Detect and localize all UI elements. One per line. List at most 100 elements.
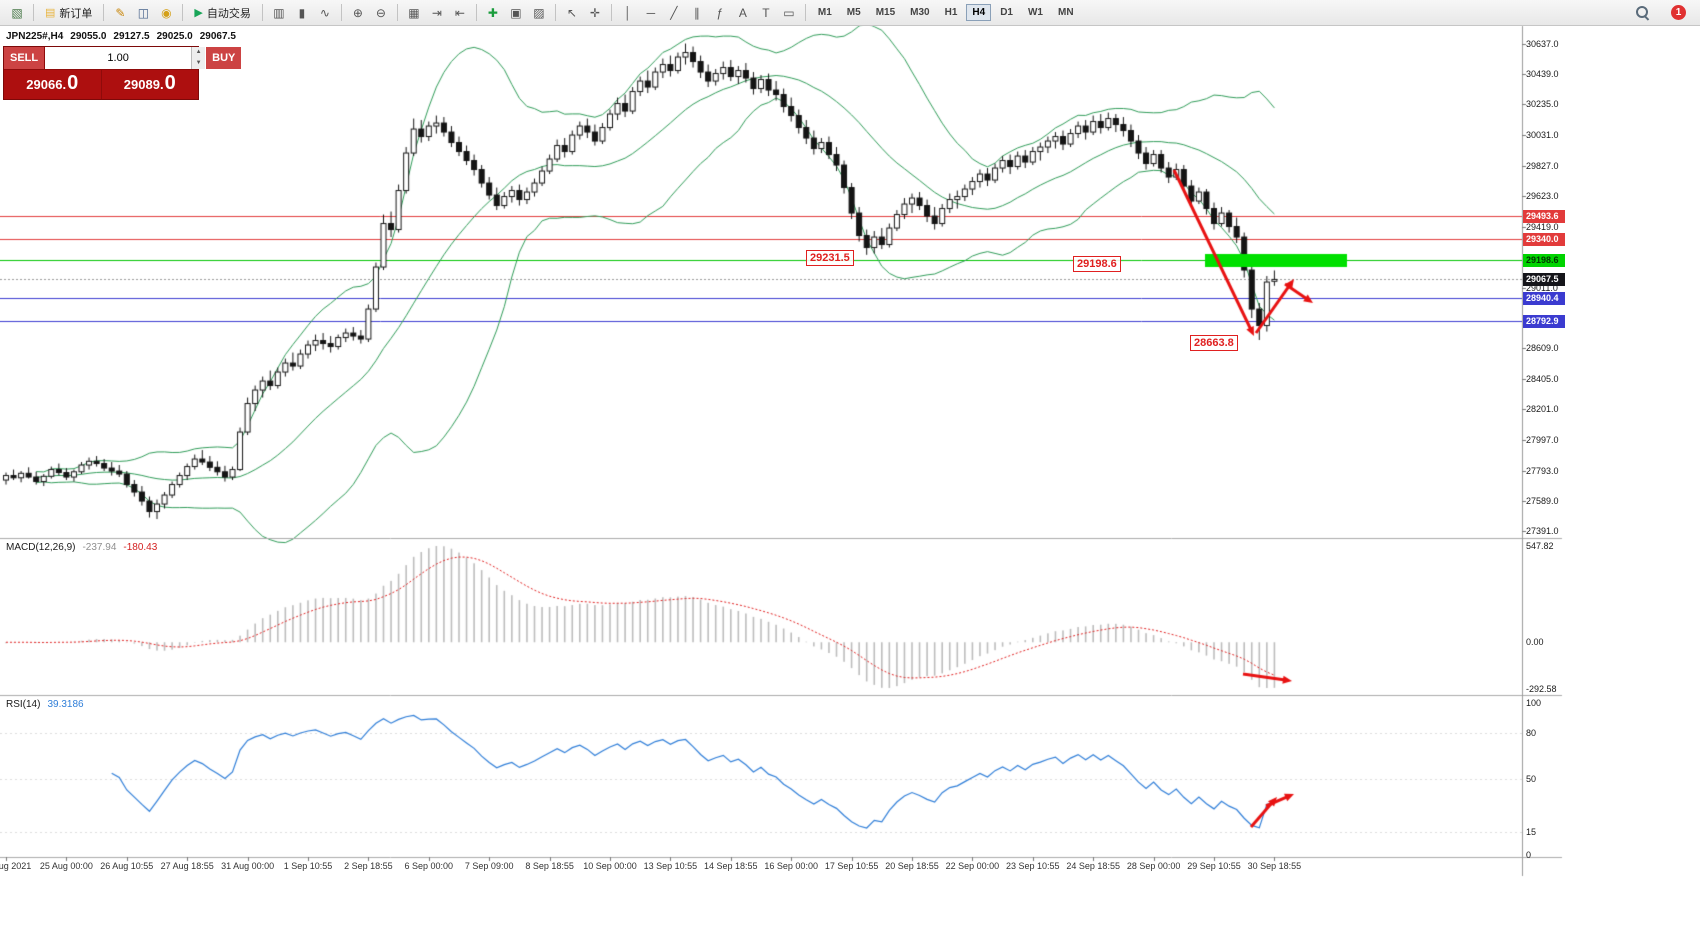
price-axis-label: 30439.0 xyxy=(1526,68,1559,79)
timeframe-m30[interactable]: M30 xyxy=(910,7,930,18)
rsi-value: 39.3186 xyxy=(47,699,84,710)
chart-symbol-period: JPN225#,H4 xyxy=(6,31,64,42)
time-axis-label: 1 Sep 10:55 xyxy=(283,861,333,871)
timeframe-mn[interactable]: MN xyxy=(1057,7,1074,18)
volume-up-arrow[interactable]: ▲ xyxy=(192,47,206,58)
zoom-in-icon[interactable]: ⊕ xyxy=(347,3,369,23)
buy-button[interactable]: BUY xyxy=(206,47,242,69)
macd-scale-label: -292.58 xyxy=(1526,684,1557,694)
buy-price[interactable]: 29089. 0 xyxy=(101,70,198,99)
toolbar-separator xyxy=(475,4,477,21)
macd-scale-label: 0.00 xyxy=(1526,637,1544,648)
label-icon[interactable]: T xyxy=(755,3,777,23)
chart-shift-icon[interactable]: ⇤ xyxy=(449,3,471,23)
chart-line-icon[interactable]: ∿ xyxy=(314,3,336,23)
time-axis-label: 14 Sep 18:55 xyxy=(704,861,758,871)
add-indicator-icon-glyph: ✚ xyxy=(487,5,498,20)
price-annotation[interactable]: 28663.8 xyxy=(1190,335,1238,351)
auto-trading-button[interactable]: ▶ 自动交易 xyxy=(188,3,256,23)
periods-icon[interactable]: ▣ xyxy=(505,3,527,23)
price-axis-label: 28609.0 xyxy=(1526,343,1559,354)
chart-open-value: 29055.0 xyxy=(70,31,107,42)
sell-button[interactable]: SELL xyxy=(4,47,45,69)
community-icon[interactable]: ◉ xyxy=(155,3,177,23)
toolbar-separator xyxy=(103,4,105,21)
chart-ohlc-header: JPN225#,H4 29055.0 29127.5 29025.0 29067… xyxy=(6,31,236,42)
text-icon[interactable]: A xyxy=(732,3,754,23)
time-axis-label: 29 Sep 10:55 xyxy=(1187,861,1241,871)
shapes-icon-glyph: ▭ xyxy=(783,5,795,20)
time-axis-label: 24 Sep 18:55 xyxy=(1066,861,1120,871)
search-icon[interactable] xyxy=(1636,6,1649,19)
notification-badge[interactable]: 1 xyxy=(1671,5,1686,20)
auto-scroll-icon[interactable]: ⇥ xyxy=(426,3,448,23)
zoom-out-icon[interactable]: ⊖ xyxy=(370,3,392,23)
volume-input[interactable] xyxy=(45,51,192,65)
rsi-scale-label: 15 xyxy=(1526,827,1537,838)
history-center-icon[interactable]: ◫ xyxy=(132,3,154,23)
price-axis-label: 29623.0 xyxy=(1526,191,1559,202)
price-axis-label: 28405.0 xyxy=(1526,373,1559,384)
timeframe-m15[interactable]: M15 xyxy=(875,7,896,18)
time-axis-label: 16 Sep 00:00 xyxy=(764,861,818,871)
timeframe-m5[interactable]: M5 xyxy=(846,7,861,18)
templates-icon[interactable]: ▨ xyxy=(528,3,550,23)
chart-high-value: 29127.5 xyxy=(113,31,150,42)
time-axis-label: 17 Sep 10:55 xyxy=(824,861,879,871)
chart-candles-icon[interactable]: ▮ xyxy=(291,3,313,23)
timeframe-m1[interactable]: M1 xyxy=(817,7,832,18)
trendline-icon-glyph: ╱ xyxy=(670,5,678,20)
volume-spinner[interactable]: ▲ ▼ xyxy=(191,47,206,69)
auto-scroll-icon-glyph: ⇥ xyxy=(431,5,442,20)
zoom-in-icon-glyph: ⊕ xyxy=(352,5,363,20)
add-indicator-icon[interactable]: ✚ xyxy=(482,3,504,23)
one-click-trading-panel: SELL ▲ ▼ BUY 29066.0 29089.0 xyxy=(3,46,242,100)
horizontal-line-icon-glyph: ─ xyxy=(646,5,656,20)
timeframe-d1[interactable]: D1 xyxy=(1000,7,1013,18)
price-axis-label: 29011.0 xyxy=(1526,282,1558,293)
shapes-icon[interactable]: ▭ xyxy=(778,3,800,23)
cursor-icon[interactable]: ↖ xyxy=(561,3,583,23)
trendline-icon[interactable]: ╱ xyxy=(663,3,685,23)
crosshair-icon[interactable]: ✛ xyxy=(584,3,606,23)
volume-down-arrow[interactable]: ▼ xyxy=(192,58,206,69)
metaeditor-icon[interactable]: ✎ xyxy=(109,3,131,23)
crosshair-icon-glyph: ✛ xyxy=(589,5,600,20)
new-order-button[interactable]: ▤ 新订单 xyxy=(39,3,98,23)
channel-icon-glyph: ∥ xyxy=(693,5,700,20)
tile-windows-icon-glyph: ▦ xyxy=(408,5,420,20)
auto-trading-glyph: ▶ xyxy=(194,7,203,19)
toolbar-separator xyxy=(340,4,342,21)
new-chart-icon[interactable]: ▧ xyxy=(6,3,28,23)
rsi-scale-label: 0 xyxy=(1526,850,1532,860)
vertical-line-icon[interactable]: │ xyxy=(617,3,639,23)
templates-icon-glyph: ▨ xyxy=(533,5,545,20)
new-order-button-label: 新订单 xyxy=(59,7,93,20)
chart-bars-icon[interactable]: ▥ xyxy=(268,3,290,23)
channel-icon[interactable]: ∥ xyxy=(686,3,708,23)
rsi-scale-label: 80 xyxy=(1526,728,1537,739)
price-badge: 28792.9 xyxy=(1523,314,1565,328)
tile-windows-icon[interactable]: ▦ xyxy=(403,3,425,23)
chart-shift-icon-glyph: ⇤ xyxy=(454,5,465,20)
fibonacci-icon-glyph: ƒ xyxy=(716,5,724,20)
sell-price[interactable]: 29066. 0 xyxy=(4,70,101,99)
volume-stepper[interactable]: ▲ ▼ xyxy=(45,47,206,69)
macd-indicator-label: MACD(12,26,9) -237.94 -180.43 xyxy=(6,542,157,553)
history-center-icon-glyph: ◫ xyxy=(137,5,150,20)
timeframe-h4[interactable]: H4 xyxy=(966,4,992,21)
timeframe-h1[interactable]: H1 xyxy=(944,7,958,18)
time-axis-label: 10 Sep 00:00 xyxy=(583,861,637,871)
price-axis-label: 30637.0 xyxy=(1526,39,1559,49)
price-annotation[interactable]: 29198.6 xyxy=(1073,256,1121,272)
macd-signal-value: -180.43 xyxy=(123,542,158,553)
toolbar: ▧ ▤ 新订单 ✎ ◫ ◉ ▶ 自动交易 ▥ ▮ ∿ ⊕ ⊖ ▦ ⇥ ⇤ ✚ ▣ ▨ ↖ ✛ │ ─ ╱ ∥ ƒ A T ▭ M1 M5 M1… xyxy=(0,0,1700,26)
fibonacci-icon[interactable]: ƒ xyxy=(709,3,731,23)
text-icon-glyph: A xyxy=(738,5,747,20)
price-axis-label: 28201.0 xyxy=(1526,404,1559,415)
horizontal-line-icon[interactable]: ─ xyxy=(640,3,662,23)
time-axis-label: 25 Aug 00:00 xyxy=(39,861,93,871)
price-annotation[interactable]: 29231.5 xyxy=(806,250,854,266)
timeframe-w1[interactable]: W1 xyxy=(1027,7,1043,18)
